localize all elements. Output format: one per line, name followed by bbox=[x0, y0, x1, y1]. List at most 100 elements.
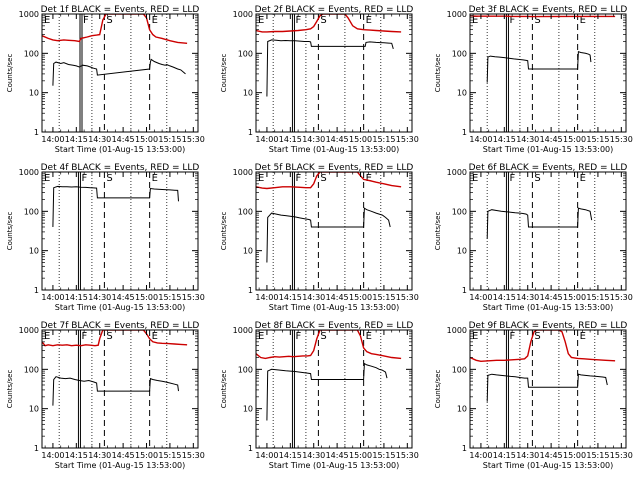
x-tick-label: 14:00 bbox=[255, 451, 278, 460]
y-tick-label: 1 bbox=[34, 128, 39, 137]
x-tick-label: 15:30 bbox=[396, 451, 419, 460]
x-tick-label: 14:45 bbox=[326, 135, 349, 144]
y-tick-label: 1000 bbox=[447, 326, 467, 335]
x-tick-label: 15:15 bbox=[586, 451, 609, 460]
x-tick-label: 14:00 bbox=[255, 135, 278, 144]
panel-title: Det 6f BLACK = Events, RED = LLD bbox=[469, 163, 628, 173]
y-tick-label: 100 bbox=[452, 365, 467, 374]
x-tick-label: 15:00 bbox=[349, 451, 372, 460]
marker-label-f: F bbox=[81, 331, 87, 342]
panel-title: Det 9f BLACK = Events, RED = LLD bbox=[469, 321, 628, 331]
marker-label-e: E bbox=[258, 331, 264, 342]
panel-det-5: Det 5f BLACK = Events, RED = LLD Counts/s… bbox=[220, 163, 419, 312]
x-tick-label: 14:30 bbox=[302, 293, 325, 302]
marker-label-e: E bbox=[44, 173, 50, 184]
x-tick-label: 15:30 bbox=[182, 293, 205, 302]
y-tick-label: 100 bbox=[24, 365, 39, 374]
marker-label-f: F bbox=[509, 331, 515, 342]
x-tick-label: 15:15 bbox=[372, 135, 395, 144]
plot-frame bbox=[255, 329, 413, 449]
y-axis-label: Counts/sec bbox=[6, 370, 14, 409]
plot-frame bbox=[255, 171, 413, 291]
marker-label-s: S bbox=[106, 15, 112, 26]
x-axis-label: Start Time (01-Aug-15 13:53:00) bbox=[483, 461, 614, 470]
panel-det-1: Det 1f BLACK = Events, RED = LLD Counts/s… bbox=[6, 5, 205, 154]
y-tick-label: 1 bbox=[462, 128, 467, 137]
x-tick-label: 14:45 bbox=[326, 451, 349, 460]
panel-det-4: Det 4f BLACK = Events, RED = LLD Counts/s… bbox=[6, 163, 205, 312]
x-tick-label: 14:15 bbox=[65, 293, 88, 302]
x-tick-label: 14:15 bbox=[493, 293, 516, 302]
panel-title: Det 4f BLACK = Events, RED = LLD bbox=[41, 163, 200, 173]
series-events-line bbox=[266, 207, 391, 263]
y-axis-label: Counts/sec bbox=[434, 54, 442, 93]
marker-label-s: S bbox=[106, 173, 112, 184]
x-tick-label: 15:15 bbox=[158, 293, 181, 302]
x-tick-label: 14:30 bbox=[516, 451, 539, 460]
y-tick-label: 1 bbox=[248, 128, 253, 137]
x-tick-label: 14:00 bbox=[469, 451, 492, 460]
marker-label-f: F bbox=[509, 15, 515, 26]
x-tick-label: 14:45 bbox=[112, 135, 135, 144]
y-tick-label: 100 bbox=[452, 49, 467, 58]
series-lld-line bbox=[42, 330, 188, 347]
y-tick-label: 100 bbox=[238, 365, 253, 374]
marker-label-e: E bbox=[366, 15, 372, 26]
panel-det-9: Det 9f BLACK = Events, RED = LLD Counts/s… bbox=[434, 321, 633, 470]
panel-title: Det 5f BLACK = Events, RED = LLD bbox=[255, 163, 414, 173]
panel-title: Det 3f BLACK = Events, RED = LLD bbox=[469, 5, 628, 15]
y-tick-label: 1000 bbox=[233, 326, 253, 335]
x-tick-label: 15:00 bbox=[349, 293, 372, 302]
plot-frame bbox=[41, 171, 199, 291]
x-tick-label: 14:15 bbox=[279, 135, 302, 144]
x-axis-label: Start Time (01-Aug-15 13:53:00) bbox=[483, 145, 614, 154]
series-events-line bbox=[486, 207, 593, 239]
x-tick-label: 15:30 bbox=[182, 135, 205, 144]
x-tick-label: 14:00 bbox=[41, 135, 64, 144]
marker-label-f: F bbox=[509, 173, 515, 184]
series-events-line bbox=[52, 58, 186, 86]
x-tick-label: 14:45 bbox=[112, 293, 135, 302]
y-axis-label: Counts/sec bbox=[434, 370, 442, 409]
marker-label-e: E bbox=[580, 331, 586, 342]
y-tick-label: 1000 bbox=[19, 326, 39, 335]
marker-label-e: E bbox=[472, 173, 478, 184]
series-lld-line bbox=[470, 15, 616, 18]
series-events-line bbox=[52, 376, 179, 406]
panel-det-8: Det 8f BLACK = Events, RED = LLD Counts/s… bbox=[220, 321, 419, 470]
marker-label-e: E bbox=[366, 331, 372, 342]
x-axis-label: Start Time (01-Aug-15 13:53:00) bbox=[269, 303, 400, 312]
x-tick-label: 14:45 bbox=[540, 135, 563, 144]
y-tick-label: 1 bbox=[248, 286, 253, 295]
x-tick-label: 14:00 bbox=[41, 451, 64, 460]
marker-label-f: F bbox=[295, 173, 301, 184]
panel-title: Det 1f BLACK = Events, RED = LLD bbox=[41, 5, 200, 15]
marker-label-f: F bbox=[295, 331, 301, 342]
y-tick-label: 10 bbox=[29, 89, 39, 98]
x-tick-label: 14:30 bbox=[302, 135, 325, 144]
x-tick-label: 14:00 bbox=[469, 293, 492, 302]
y-tick-label: 100 bbox=[24, 49, 39, 58]
marker-label-f: F bbox=[83, 15, 89, 26]
marker-label-f: F bbox=[81, 173, 87, 184]
series-lld-line bbox=[256, 172, 402, 190]
x-tick-label: 15:30 bbox=[610, 451, 633, 460]
y-tick-label: 10 bbox=[457, 405, 467, 414]
marker-label-e: E bbox=[152, 331, 158, 342]
marker-label-s: S bbox=[534, 173, 540, 184]
y-tick-label: 1000 bbox=[19, 168, 39, 177]
marker-label-s: S bbox=[320, 15, 326, 26]
marker-label-e: E bbox=[580, 15, 586, 26]
marker-label-s: S bbox=[106, 331, 112, 342]
x-tick-label: 14:30 bbox=[88, 451, 111, 460]
y-axis-label: Counts/sec bbox=[220, 54, 228, 93]
panel-title: Det 7f BLACK = Events, RED = LLD bbox=[41, 321, 200, 331]
marker-label-s: S bbox=[534, 331, 540, 342]
y-tick-label: 1000 bbox=[447, 10, 467, 19]
y-axis-label: Counts/sec bbox=[6, 54, 14, 93]
x-tick-label: 14:15 bbox=[65, 135, 88, 144]
y-tick-label: 10 bbox=[29, 405, 39, 414]
marker-label-e: E bbox=[258, 15, 264, 26]
x-tick-label: 15:15 bbox=[586, 135, 609, 144]
